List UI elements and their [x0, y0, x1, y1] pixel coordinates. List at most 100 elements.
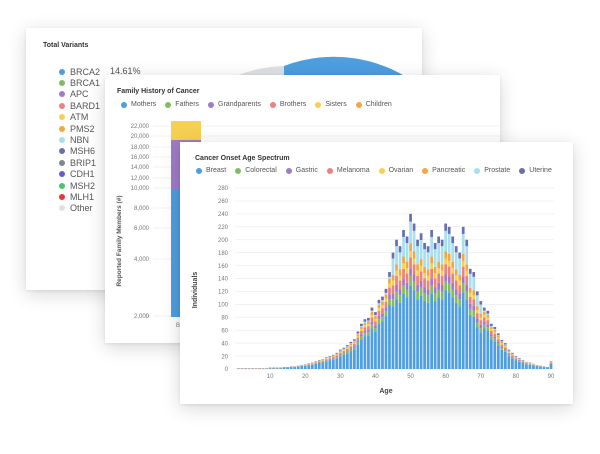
legend-dot-icon [59, 114, 65, 121]
bar-segment-melanoma-age-37 [363, 327, 367, 331]
bar-segment-ovarian-age-77 [503, 346, 507, 348]
cancer-onset-chart[interactable]: 020406080100120140160180200220240260280 … [180, 142, 573, 404]
bar-segment-uterine-age-65 [461, 226, 465, 234]
bar-segment-gastric-age-54 [423, 287, 426, 294]
legend-dot-icon [474, 167, 481, 174]
bar-segment-pancreatic-age-81 [518, 358, 521, 360]
onset-y-tick-label: 100 [218, 303, 229, 309]
bar-segment-pancreatic-age-77 [503, 344, 507, 347]
variant-legend-label: ATM [70, 112, 89, 123]
bar-segment-melanoma-age-75 [496, 339, 500, 342]
bar-segment-pancreatic-age-47 [398, 269, 402, 276]
variant-legend-label: MSH2 [70, 180, 96, 191]
bar-segment-melanoma-age-59 [440, 275, 444, 285]
bar-segment-prostate-age-69 [475, 295, 479, 307]
bar-segment-prostate-age-74 [493, 329, 497, 330]
variant-legend-item-brip1[interactable]: BRIP1 [59, 157, 100, 168]
bar-segment-breast-age-24 [317, 363, 321, 369]
bar-segment-melanoma-age-39 [370, 317, 374, 322]
legend-dot-icon [315, 101, 322, 108]
bar-segment-ovarian-age-37 [363, 325, 367, 328]
legend-dot-icon [59, 137, 65, 144]
variant-legend-item-mlh1[interactable]: MLH1 [59, 191, 100, 202]
bar-segment-melanoma-age-34 [353, 344, 356, 347]
bar-segment-ovarian-age-73 [489, 329, 493, 331]
bar-segment-breast-age-90 [549, 363, 553, 369]
bar-segment-ovarian-age-61 [447, 260, 451, 267]
bar-segment-pancreatic-age-79 [511, 353, 514, 355]
bar-segment-colorectal-age-51 [412, 281, 416, 291]
variant-legend-item-bard1[interactable]: BARD1 [59, 100, 100, 111]
family-legend-item-grandparents[interactable]: Grandparents [208, 101, 261, 108]
bar-segment-breast-age-63 [454, 302, 458, 369]
bar-segment-uterine-age-41 [377, 299, 381, 304]
bar-segment-ovarian-age-55 [426, 275, 430, 281]
bar-segment-breast-age-20 [303, 366, 307, 369]
family-y-tick-label: 6,000 [134, 226, 150, 232]
bar-segment-ovarian-age-50 [409, 251, 412, 258]
onset-legend-item-uterine[interactable]: Uterine [519, 167, 552, 174]
bar-segment-breast-age-44 [388, 305, 391, 369]
onset-legend-item-pancreatic[interactable]: Pancreatic [422, 167, 465, 174]
bar-segment-prostate-age-61 [447, 233, 451, 254]
variant-legend-item-msh2[interactable]: MSH2 [59, 180, 100, 191]
bar-segment-prostate-age-53 [419, 240, 423, 260]
family-legend-item-children[interactable]: Children [355, 101, 392, 108]
onset-y-tick-label: 280 [218, 186, 229, 192]
variant-legend-item-atm[interactable]: ATM [59, 112, 100, 123]
bar-segment-gastric-age-68 [472, 305, 476, 311]
bar-segment-gastric-age-41 [377, 315, 381, 320]
bar-segment-colorectal-age-68 [472, 310, 476, 317]
bar-segment-pancreatic-age-52 [416, 264, 419, 271]
variant-legend-item-msh6[interactable]: MSH6 [59, 146, 100, 157]
family-legend-item-fathers[interactable]: Fathers [165, 101, 199, 108]
variant-legend-label: MSH6 [70, 146, 96, 157]
onset-legend-item-gastric[interactable]: Gastric [285, 167, 318, 174]
family-legend-label: Children [365, 101, 392, 108]
family-legend-item-mothers[interactable]: Mothers [121, 101, 156, 108]
onset-legend-item-breast[interactable]: Breast [196, 167, 226, 174]
family-legend-label: Brothers [279, 101, 307, 108]
bar-segment-pancreatic-age-35 [356, 334, 360, 337]
bar-segment-colorectal-age-25 [321, 362, 325, 363]
bar-segment-prostate-age-46 [395, 246, 398, 265]
bar-segment-prostate-age-72 [486, 313, 490, 315]
bar-segment-prostate-age-38 [367, 320, 370, 322]
bar-segment-gastric-age-64 [458, 293, 462, 300]
variant-legend-item-brca2[interactable]: BRCA2 [59, 66, 100, 77]
family-legend-item-brothers[interactable]: Brothers [269, 101, 307, 108]
bar-segment-breast-age-52 [416, 299, 419, 369]
onset-legend-item-prostate[interactable]: Prostate [474, 167, 510, 174]
bar-segment-breast-age-39 [370, 328, 374, 369]
variant-legend-item-nbn[interactable]: NBN [59, 134, 100, 145]
bar-segment-melanoma-age-79 [511, 355, 514, 357]
onset-legend-item-melanoma[interactable]: Melanoma [326, 167, 370, 174]
bar-segment-prostate-age-57 [433, 249, 437, 267]
bar-segment-colorectal-age-64 [458, 299, 462, 307]
bar-segment-prostate-age-77 [503, 344, 507, 345]
bar-segment-colorectal-age-71 [482, 324, 486, 329]
bar-segment-colorectal-age-80 [514, 359, 518, 361]
bar-segment-melanoma-age-47 [398, 280, 402, 290]
onset-legend-item-ovarian[interactable]: Ovarian [378, 167, 413, 174]
bar-segment-gastric-age-28 [331, 358, 335, 359]
variant-legend-item-brca1[interactable]: BRCA1 [59, 77, 100, 88]
onset-legend-item-colorectal[interactable]: Colorectal [235, 167, 277, 174]
family-legend-item-sisters[interactable]: Sisters [315, 101, 347, 108]
variant-legend-item-pms2[interactable]: PMS2 [59, 123, 100, 134]
bar-segment-gastric-age-59 [440, 284, 444, 292]
bar-segment-uterine-age-32 [345, 345, 349, 347]
brca2-percentage: 14.61% [110, 66, 141, 76]
variant-legend-item-other[interactable]: Other [59, 203, 100, 214]
bar-segment-uterine-age-49 [405, 236, 409, 244]
variant-legend-label: APC [70, 89, 89, 100]
bar-segment-prostate-age-45 [391, 258, 395, 275]
bar-segment-pancreatic-age-57 [433, 266, 437, 274]
bar-segment-pancreatic-age-73 [489, 326, 493, 330]
bar-segment-colorectal-age-53 [419, 287, 423, 296]
bar-segment-ovarian-age-64 [458, 280, 462, 286]
variant-legend-item-cdh1[interactable]: CDH1 [59, 169, 100, 180]
variant-legend-item-apc[interactable]: APC [59, 89, 100, 100]
onset-y-tick-label: 0 [225, 367, 229, 373]
bar-segment-gastric-age-57 [433, 287, 437, 294]
